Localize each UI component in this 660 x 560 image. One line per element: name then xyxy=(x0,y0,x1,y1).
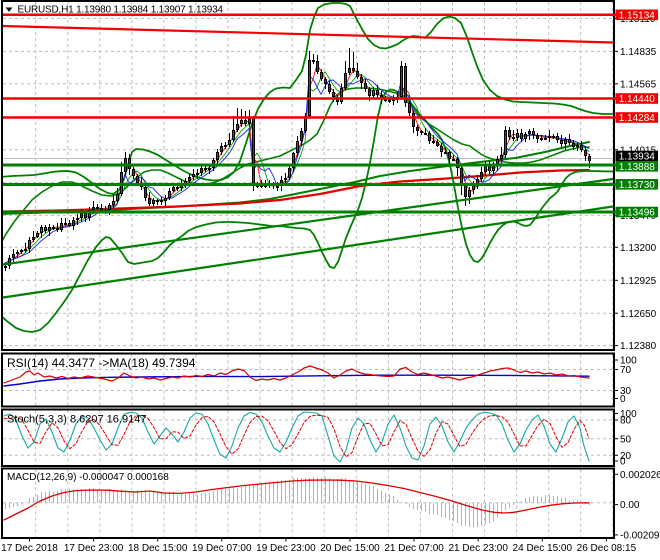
svg-text:Stoch(5,3,3) 8.6207 16.9147: Stoch(5,3,3) 8.6207 16.9147 xyxy=(7,414,146,426)
svg-text:-0.002097: -0.002097 xyxy=(620,531,660,542)
svg-text:70: 70 xyxy=(620,365,632,376)
svg-text:1.13200: 1.13200 xyxy=(620,243,657,254)
svg-text:30: 30 xyxy=(620,386,632,397)
svg-text:18 Dec 15:00: 18 Dec 15:00 xyxy=(128,543,188,554)
svg-text:100: 100 xyxy=(620,356,637,367)
svg-text:17 Dec 23:00: 17 Dec 23:00 xyxy=(64,543,124,554)
svg-text:1.14284: 1.14284 xyxy=(619,113,656,124)
svg-text:1.14440: 1.14440 xyxy=(619,94,656,105)
svg-text:1.13934: 1.13934 xyxy=(619,152,656,163)
svg-text:21 Dec 23:00: 21 Dec 23:00 xyxy=(448,543,508,554)
svg-text:1.13730: 1.13730 xyxy=(619,180,656,191)
svg-text:1.12650: 1.12650 xyxy=(620,309,657,320)
svg-text:1.12925: 1.12925 xyxy=(620,276,657,287)
svg-text:0.002026: 0.002026 xyxy=(620,470,660,481)
svg-text:21 Dec 07:00: 21 Dec 07:00 xyxy=(384,543,444,554)
svg-text:24 Dec 15:00: 24 Dec 15:00 xyxy=(513,543,573,554)
svg-text:0: 0 xyxy=(620,457,626,468)
svg-text:1.14835: 1.14835 xyxy=(620,47,657,58)
svg-text:EURUSD,H1 1.13980 1.13984 1.1: EURUSD,H1 1.13980 1.13984 1.13907 1.1393… xyxy=(18,4,224,15)
svg-text:1.13496: 1.13496 xyxy=(619,208,656,219)
svg-text:26 Dec 08:15: 26 Dec 08:15 xyxy=(577,543,637,554)
svg-text:19 Dec 07:00: 19 Dec 07:00 xyxy=(192,543,252,554)
svg-text:19 Dec 23:00: 19 Dec 23:00 xyxy=(256,543,316,554)
svg-text:20 Dec 15:00: 20 Dec 15:00 xyxy=(320,543,380,554)
svg-text:0.00: 0.00 xyxy=(620,500,640,511)
svg-text:0: 0 xyxy=(620,394,626,405)
svg-text:RSI(14) 44.3477 ->MA(18) 49.7: RSI(14) 44.3477 ->MA(18) 49.7394 xyxy=(7,356,196,370)
svg-text:100: 100 xyxy=(620,409,637,420)
svg-text:1.12380: 1.12380 xyxy=(620,341,657,352)
svg-text:80: 80 xyxy=(620,416,632,427)
svg-text:50: 50 xyxy=(620,434,632,445)
svg-text:20: 20 xyxy=(620,451,632,462)
svg-text:1.14565: 1.14565 xyxy=(620,79,657,90)
svg-text:MACD(12,26,9) -0.000047 0.0001: MACD(12,26,9) -0.000047 0.000168 xyxy=(7,472,169,483)
svg-text:1.13888: 1.13888 xyxy=(619,162,656,173)
svg-text:1.15134: 1.15134 xyxy=(619,10,656,21)
svg-text:17 Dec 2018: 17 Dec 2018 xyxy=(1,543,58,554)
